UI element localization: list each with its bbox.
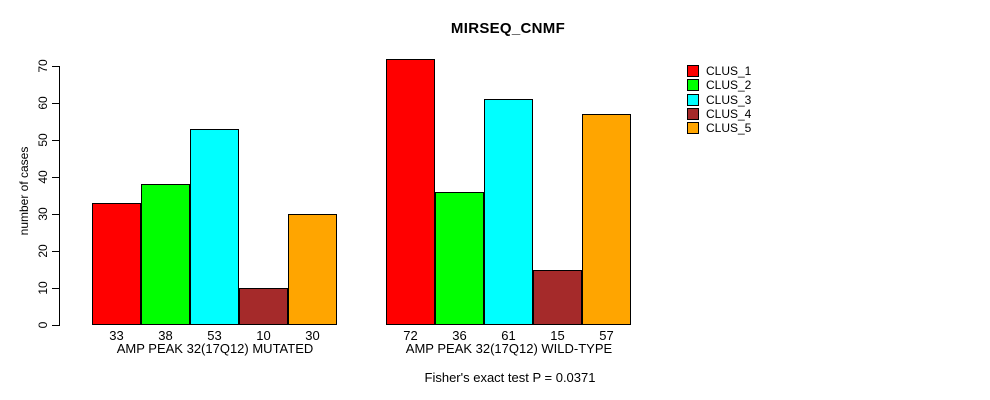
group-label-wildtype: AMP PEAK 32(17Q12) WILD-TYPE xyxy=(405,341,613,356)
y-tick-label: 70 xyxy=(36,59,50,73)
bar-clus_4 xyxy=(533,269,582,325)
y-tick-mark xyxy=(52,251,60,252)
bar-value-label: 15 xyxy=(550,328,565,343)
legend-label: CLUS_4 xyxy=(706,107,752,121)
legend-label: CLUS_5 xyxy=(706,121,752,135)
bar-value-label: 61 xyxy=(501,328,516,343)
bar-clus_2 xyxy=(141,184,190,325)
y-tick-label: 50 xyxy=(36,133,50,147)
y-tick-mark xyxy=(52,325,60,326)
fisher-test-annotation: Fisher's exact test P = 0.0371 xyxy=(424,370,596,385)
legend-swatch-clus_3 xyxy=(687,94,699,106)
bar-value-label: 33 xyxy=(109,328,124,343)
bar-value-label: 36 xyxy=(452,328,467,343)
bar-value-label: 57 xyxy=(599,328,614,343)
bar-value-label: 53 xyxy=(207,328,222,343)
bar-value-label: 30 xyxy=(305,328,320,343)
bar-clus_3 xyxy=(484,99,533,325)
y-tick-mark xyxy=(52,288,60,289)
chart-title: MIRSEQ_CNMF xyxy=(450,20,566,37)
bar-clus_3 xyxy=(190,128,239,325)
bar-clus_1 xyxy=(386,58,435,325)
legend-swatch-clus_5 xyxy=(687,122,699,134)
bar-clus_1 xyxy=(92,202,141,325)
legend-swatch-clus_1 xyxy=(687,65,699,77)
y-tick-mark xyxy=(52,177,60,178)
bar-value-label: 38 xyxy=(158,328,173,343)
bar-clus_5 xyxy=(288,214,337,325)
y-tick-label: 60 xyxy=(36,96,50,110)
legend-swatch-clus_2 xyxy=(687,79,699,91)
bar-value-label: 72 xyxy=(403,328,418,343)
y-tick-label: 0 xyxy=(36,321,50,329)
y-axis-line xyxy=(59,66,60,325)
legend-label: CLUS_2 xyxy=(706,78,752,92)
bar-clus_2 xyxy=(435,191,484,325)
group-label-mutated: AMP PEAK 32(17Q12) MUTATED xyxy=(116,341,314,356)
y-tick-mark xyxy=(52,103,60,104)
bar-clus_5 xyxy=(582,114,631,325)
legend-label: CLUS_3 xyxy=(706,93,752,107)
y-tick-mark xyxy=(52,214,60,215)
y-tick-label: 40 xyxy=(36,170,50,184)
legend-swatch-clus_4 xyxy=(687,108,699,120)
legend-label: CLUS_1 xyxy=(706,64,752,78)
y-tick-mark xyxy=(52,66,60,67)
y-tick-mark xyxy=(52,140,60,141)
y-tick-label: 10 xyxy=(36,281,50,295)
y-axis-label: number of cases xyxy=(17,146,31,236)
y-tick-label: 20 xyxy=(36,244,50,258)
y-tick-label: 30 xyxy=(36,207,50,221)
bar-value-label: 10 xyxy=(256,328,271,343)
bar-clus_4 xyxy=(239,288,288,325)
